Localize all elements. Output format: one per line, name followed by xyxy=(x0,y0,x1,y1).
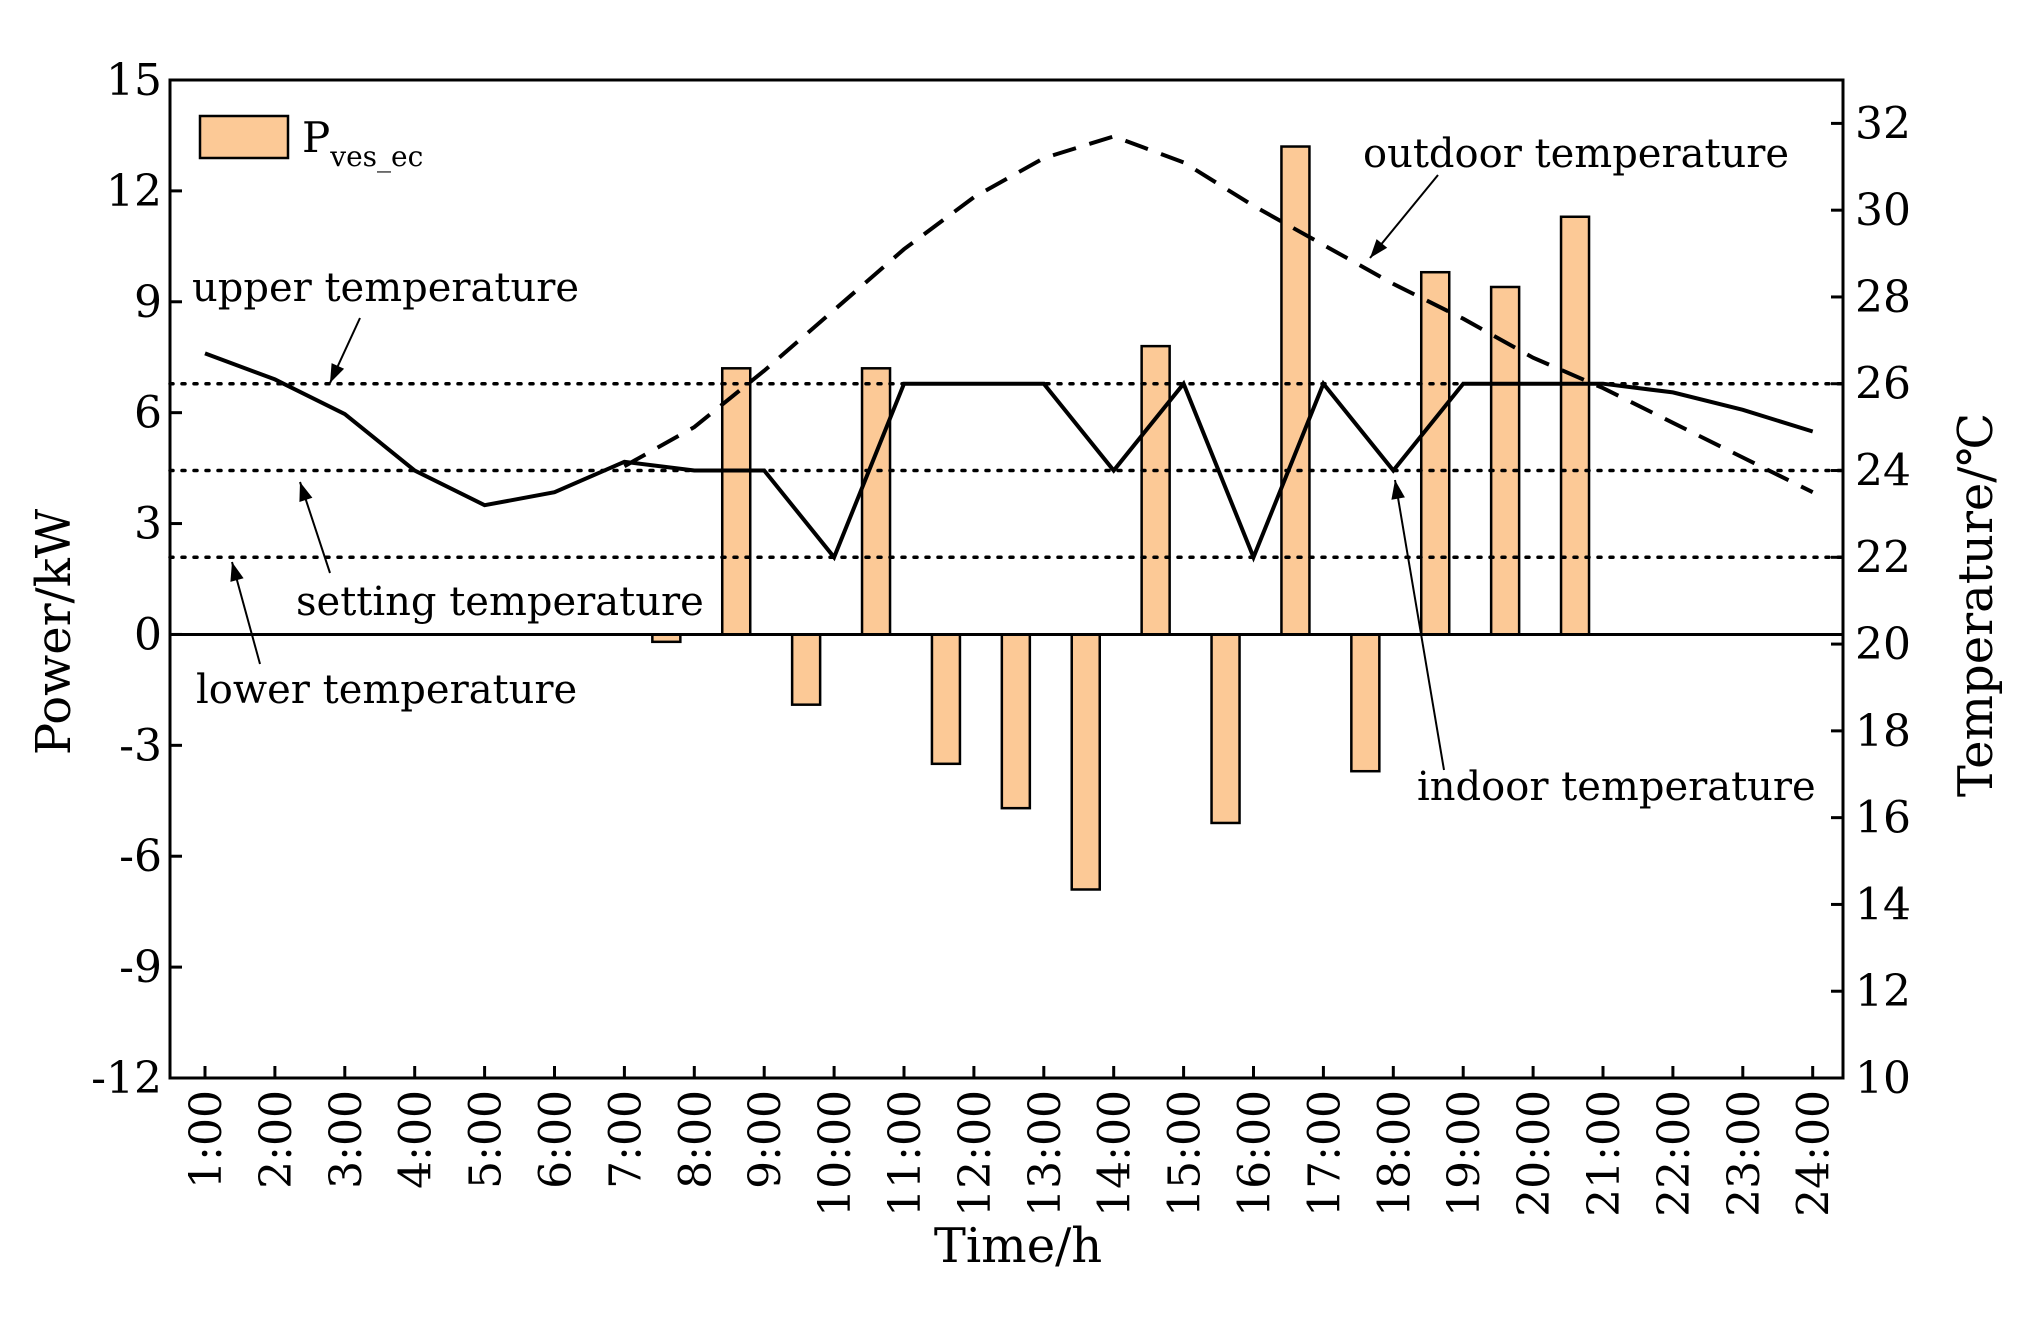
arrow-lower-temperature-head xyxy=(230,562,244,582)
annotations: upper temperature setting temperature lo… xyxy=(192,131,1816,810)
left-tick-label: 0 xyxy=(134,609,162,660)
right-tick-label: 12 xyxy=(1855,966,1911,1017)
x-tick-label: 3:00 xyxy=(321,1090,372,1189)
x-axis-title: Time/h xyxy=(934,1218,1102,1274)
right-tick-label: 32 xyxy=(1855,98,1911,149)
right-tick-label: 24 xyxy=(1855,446,1911,497)
annotation-outdoor-temperature: outdoor temperature xyxy=(1363,131,1789,177)
left-tick-label: 3 xyxy=(134,499,162,550)
x-tick-label: 14:00 xyxy=(1090,1090,1141,1217)
x-tick-label: 2:00 xyxy=(251,1090,302,1189)
temperature-lines-layer xyxy=(204,134,1814,563)
annotation-indoor-temperature: indoor temperature xyxy=(1417,764,1816,810)
left-tick-label: -12 xyxy=(91,1053,162,1104)
x-tick-label: 24:00 xyxy=(1789,1090,1840,1217)
bar-12:00 xyxy=(930,633,962,766)
x-tick-label: 9:00 xyxy=(740,1090,791,1189)
right-tick-label: 26 xyxy=(1855,359,1911,410)
indoor-temperature-line xyxy=(204,351,1814,563)
bar-9:00 xyxy=(720,367,752,636)
arrow-indoor-temperature-head xyxy=(1391,480,1405,500)
right-tick-label: 18 xyxy=(1855,706,1911,757)
annotation-setting-temperature: setting temperature xyxy=(296,579,704,625)
bar-14:00 xyxy=(1070,633,1101,891)
bar-11:00 xyxy=(860,367,892,636)
legend-label: Pves_ec xyxy=(302,113,423,173)
left-tick-label: 9 xyxy=(134,277,162,328)
x-axis-ticks: 1:00 2:00 3:00 4:00 5:00 6:00 7:00 8:00 9:00 10:0… xyxy=(181,1066,1840,1217)
reference-lines-layer xyxy=(168,381,1845,560)
plot-frame xyxy=(168,78,1845,1080)
x-tick-label: 6:00 xyxy=(531,1090,582,1189)
bar-18:00 xyxy=(1350,633,1381,773)
arrow-indoor-temperature-shaft xyxy=(1394,479,1445,771)
x-tick-label: 11:00 xyxy=(880,1090,931,1217)
arrow-setting-temperature-head xyxy=(299,482,313,502)
left-tick-label: -6 xyxy=(119,831,162,882)
x-tick-label: 19:00 xyxy=(1439,1090,1490,1217)
x-tick-label: 17:00 xyxy=(1299,1090,1350,1217)
right-tick-label: 16 xyxy=(1855,793,1911,844)
bar-21:00 xyxy=(1559,215,1591,636)
x-tick-label: 20:00 xyxy=(1509,1090,1560,1217)
annotation-arrows xyxy=(230,174,1445,771)
legend-swatch xyxy=(198,114,290,160)
right-axis-ticks: 10 12 14 16 18 20 22 24 26 28 30 32 xyxy=(1831,98,1911,1104)
right-tick-label: 22 xyxy=(1855,532,1911,583)
right-tick-label: 28 xyxy=(1855,272,1911,323)
x-tick-label: 7:00 xyxy=(600,1090,651,1189)
right-tick-label: 14 xyxy=(1855,879,1911,930)
legend: Pves_ec xyxy=(198,113,423,173)
x-tick-label: 10:00 xyxy=(810,1090,861,1217)
left-axis-title: Power/kW xyxy=(26,508,82,755)
x-tick-label: 21:00 xyxy=(1579,1090,1630,1217)
bar-17:00 xyxy=(1280,145,1311,636)
annotation-lower-temperature: lower temperature xyxy=(196,667,577,713)
bar-16:00 xyxy=(1210,633,1241,825)
legend-label-main: P xyxy=(302,113,330,162)
annotation-upper-temperature: upper temperature xyxy=(192,265,579,311)
x-tick-label: 22:00 xyxy=(1649,1090,1700,1217)
x-tick-label: 12:00 xyxy=(950,1090,1001,1217)
legend-label-sub: ves_ec xyxy=(329,140,423,173)
bar-15:00 xyxy=(1140,344,1171,636)
x-tick-label: 18:00 xyxy=(1369,1090,1420,1217)
x-tick-label: 5:00 xyxy=(461,1090,512,1189)
left-tick-label: 12 xyxy=(106,166,162,217)
arrow-outdoor-temperature-head xyxy=(1370,239,1388,258)
x-tick-label: 13:00 xyxy=(1020,1090,1071,1217)
right-axis-title: Temperature/℃ xyxy=(1948,413,2004,797)
right-tick-label: 20 xyxy=(1855,619,1911,670)
bar-13:00 xyxy=(1000,633,1032,810)
left-tick-label: -9 xyxy=(119,942,162,993)
left-tick-label: -3 xyxy=(119,720,162,771)
x-tick-label: 23:00 xyxy=(1719,1090,1770,1217)
x-tick-label: 8:00 xyxy=(670,1090,721,1189)
bar-10:00 xyxy=(790,633,822,706)
x-tick-label: 1:00 xyxy=(181,1090,232,1189)
right-tick-label: 10 xyxy=(1855,1053,1911,1104)
left-tick-label: 15 xyxy=(106,55,162,106)
arrow-upper-temperature-head xyxy=(330,363,345,383)
x-tick-label: 4:00 xyxy=(391,1090,442,1189)
outdoor-temperature-line xyxy=(623,134,1814,494)
right-tick-label: 30 xyxy=(1855,185,1911,236)
x-tick-label: 16:00 xyxy=(1230,1090,1281,1217)
x-tick-label: 15:00 xyxy=(1160,1090,1211,1217)
left-tick-label: 6 xyxy=(134,388,162,439)
bar-20:00 xyxy=(1489,285,1521,636)
bar-19:00 xyxy=(1419,270,1451,636)
left-axis-ticks: -12 -9 -6 -3 0 3 6 9 12 15 xyxy=(91,55,182,1104)
